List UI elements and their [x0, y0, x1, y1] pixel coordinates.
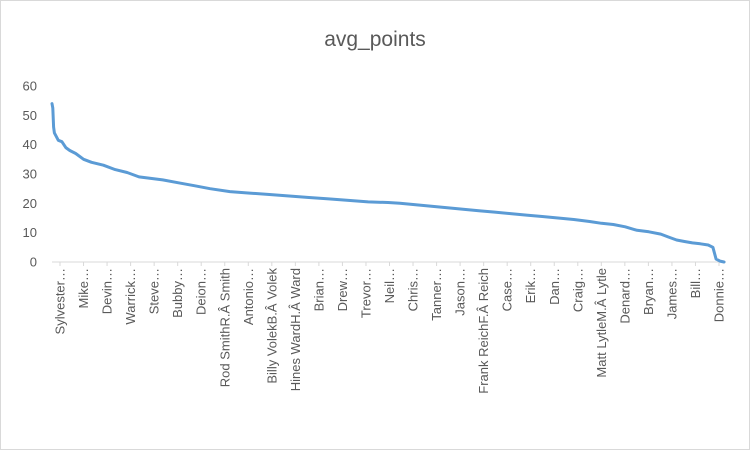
x-tick-label: Craig… — [570, 268, 585, 312]
x-tick-label: Sylvester… — [53, 268, 68, 334]
x-tick-label: Trevor… — [358, 268, 373, 318]
x-tick-label: Mike… — [76, 268, 91, 308]
x-tick-label: Hines WardH.Â Ward — [288, 268, 303, 391]
y-tick-label: 50 — [23, 108, 37, 123]
series-line-avg-points — [50, 102, 726, 264]
x-tick-label: Bryan… — [641, 268, 656, 315]
y-tick-label: 0 — [30, 255, 37, 270]
x-axis-labels: Sylvester… Mike… Devin… Warrick… Steve… Bubby… — [53, 268, 727, 394]
x-tick-label: Brian… — [311, 268, 326, 311]
x-tick-label: Billy VolekB.Â Volek — [264, 268, 279, 384]
x-tick-label: Dan… — [547, 268, 562, 305]
y-axis-labels: 0 10 20 30 40 50 60 — [23, 79, 37, 270]
x-tick-label: Steve… — [147, 268, 162, 314]
x-tick-label: Denard… — [617, 268, 632, 324]
x-tick-label: Bubby… — [170, 268, 185, 318]
x-tick-label: Chris… — [406, 268, 421, 311]
x-tick-label: Frank ReichF.Â Reich — [476, 268, 491, 394]
x-tick-label: Drew… — [335, 268, 350, 311]
y-tick-label: 10 — [23, 225, 37, 240]
y-tick-label: 20 — [23, 196, 37, 211]
x-tick-label: Tanner… — [429, 268, 444, 321]
x-tick-label: Rod SmithR.Â Smith — [217, 268, 232, 387]
x-tick-label: Devin… — [100, 268, 115, 314]
x-tick-marks — [59, 262, 720, 266]
y-tick-label: 40 — [23, 137, 37, 152]
x-tick-label: Erik… — [523, 268, 538, 303]
x-tick-label: Bill… — [688, 268, 703, 298]
x-tick-label: Antonio… — [241, 268, 256, 325]
x-tick-label: Donnie… — [712, 268, 727, 322]
x-tick-label: Jason… — [453, 268, 468, 316]
x-tick-label: Neil… — [382, 268, 397, 303]
x-tick-label: Warrick… — [123, 268, 138, 325]
x-tick-label: Case… — [500, 268, 515, 311]
chart-title: avg_points — [324, 28, 426, 51]
x-tick-label: Deion… — [194, 268, 209, 315]
y-tick-label: 30 — [23, 167, 37, 182]
x-tick-label: James… — [664, 268, 679, 319]
x-tick-label: Matt LytleM.Â Lytle — [594, 268, 609, 378]
y-tick-label: 60 — [23, 79, 37, 94]
